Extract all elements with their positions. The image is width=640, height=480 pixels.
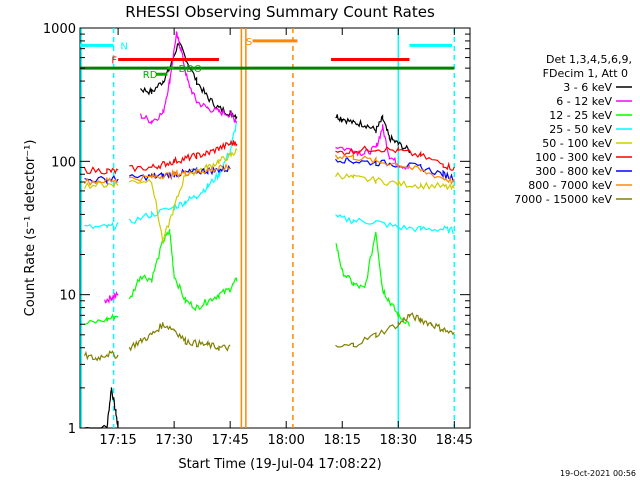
legend-header-line-1: Det 1,3,4,5,6,9, xyxy=(546,53,632,66)
legend-entry-8: 7000 - 15000 keV xyxy=(514,193,612,206)
plot-frame xyxy=(79,27,471,429)
state-bar-label-6: DDO xyxy=(179,64,202,75)
legend-entry-0: 3 - 6 keV xyxy=(563,81,612,94)
legend: Det 1,3,4,5,6,9, FDecim 1, Att 0 3 - 6 k… xyxy=(514,53,632,206)
x-tick-label-5: 18:30 xyxy=(380,433,417,448)
series-line-4 xyxy=(83,147,455,244)
y-tick-label-3: 1000 xyxy=(43,22,76,37)
legend-entry-3: 25 - 50 keV xyxy=(549,123,612,136)
x-tick-label-3: 18:00 xyxy=(267,433,304,448)
series-line-3 xyxy=(84,122,455,235)
legend-entry-1: 6 - 12 keV xyxy=(556,95,612,108)
y-axis-label: Count Rate (s⁻¹ detector⁻¹) xyxy=(23,140,38,317)
state-bar-label-3: F xyxy=(111,56,117,67)
series-line-2 xyxy=(84,228,411,327)
footer-timestamp: 19-Oct-2021 00:56 xyxy=(560,469,636,478)
legend-entry-4: 50 - 100 keV xyxy=(542,137,612,150)
x-tick-label-6: 18:45 xyxy=(436,433,473,448)
x-tick-label-0: 17:15 xyxy=(99,433,136,448)
x-tick-label-2: 17:45 xyxy=(211,433,248,448)
x-axis-label: Start Time (19-Jul-04 17:08:22) xyxy=(178,457,381,472)
series-line-7 xyxy=(83,153,455,187)
y-tick-label-0: 1 xyxy=(68,422,76,437)
y-tick-label-2: 100 xyxy=(51,155,76,170)
state-bar-label-7: RD xyxy=(143,70,158,81)
state-bar-label-0: N xyxy=(120,41,127,52)
series-line-8 xyxy=(83,312,455,362)
series-line-5 xyxy=(83,139,455,175)
y-tick-label-1: 10 xyxy=(59,289,76,304)
legend-entry-2: 12 - 25 keV xyxy=(549,109,612,122)
x-tick-label-1: 17:30 xyxy=(155,433,192,448)
legend-entry-5: 100 - 300 keV xyxy=(535,151,612,164)
legend-entry-7: 800 - 7000 keV xyxy=(528,179,612,192)
state-bar-label-2: S xyxy=(246,37,252,48)
legend-header-line-2: FDecim 1, Att 0 xyxy=(543,67,628,80)
legend-entry-6: 300 - 800 keV xyxy=(535,165,612,178)
chart-title: RHESSI Observing Summary Count Rates xyxy=(125,3,435,21)
x-tick-label-4: 18:15 xyxy=(324,433,361,448)
